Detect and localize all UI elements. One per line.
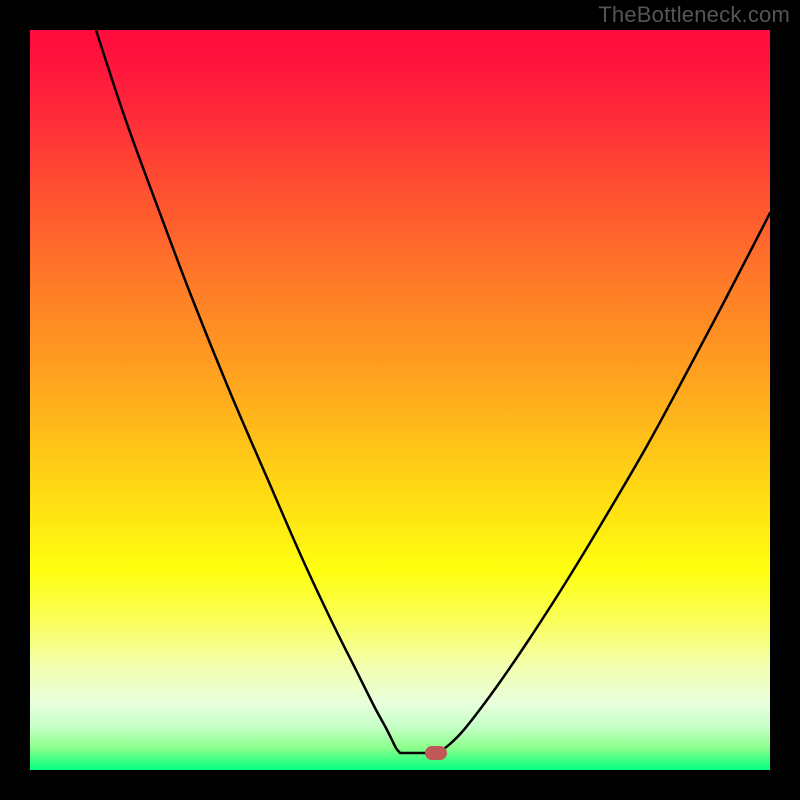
watermark-text: TheBottleneck.com: [598, 2, 790, 28]
chart-container: TheBottleneck.com: [0, 0, 800, 800]
optimum-marker: [425, 746, 447, 760]
bottleneck-curve: [30, 30, 770, 770]
